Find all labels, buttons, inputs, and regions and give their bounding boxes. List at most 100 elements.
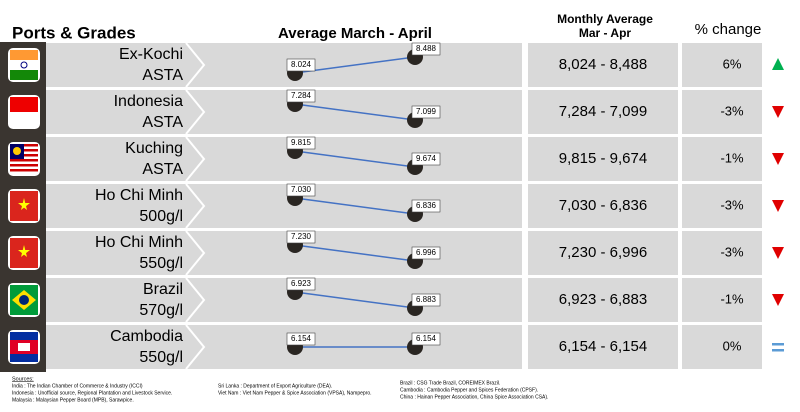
row-background <box>46 184 522 228</box>
flag <box>18 198 30 210</box>
march-label: 8.024 <box>291 60 312 69</box>
range-cell <box>528 184 678 228</box>
change: -3% <box>720 103 744 118</box>
row-chevron <box>185 230 206 276</box>
change: 6% <box>723 56 742 71</box>
grade: 500g/l <box>139 208 183 225</box>
flag <box>10 70 38 80</box>
range-cell <box>528 325 678 369</box>
range: 7,030 - 6,836 <box>559 197 647 214</box>
row-background <box>46 43 522 87</box>
range-cell <box>528 137 678 181</box>
source-line: China : Hainan Pepper Association, China… <box>400 394 548 400</box>
flag <box>19 295 29 305</box>
label-box <box>286 230 316 244</box>
flag <box>20 61 28 69</box>
change-cell <box>682 43 762 87</box>
change-cell <box>682 90 762 134</box>
april-label: 6.154 <box>416 334 437 343</box>
row-background <box>46 137 522 181</box>
source-line: Indonesia : Unofficial source, Regional … <box>12 390 172 396</box>
flag <box>10 164 38 167</box>
row-chevron <box>185 42 206 88</box>
row-background <box>46 90 522 134</box>
range: 6,154 - 6,154 <box>559 338 647 355</box>
source-line: India : The Indian Chamber of Commerce &… <box>12 383 143 389</box>
april-label: 6.996 <box>416 248 437 257</box>
row-background <box>46 231 522 275</box>
april-label: 7.099 <box>416 107 437 116</box>
port-name: Ho Chi Minh <box>95 187 183 204</box>
change-cell <box>682 184 762 228</box>
label-box <box>411 152 441 166</box>
march-label: 7.030 <box>291 185 312 194</box>
source-line: Viet Nam : Viet Nam Pepper & Spice Assoc… <box>218 390 372 396</box>
row-chevron <box>185 89 206 135</box>
range-cell <box>528 231 678 275</box>
change-cell <box>682 325 762 369</box>
range: 8,024 - 8,488 <box>559 56 647 73</box>
change-cell <box>682 137 762 181</box>
trend-down <box>772 294 784 306</box>
march-label: 9.815 <box>291 138 312 147</box>
range: 7,284 - 7,099 <box>559 103 647 120</box>
title: Ports & Grades <box>12 23 136 42</box>
range-cell <box>528 43 678 87</box>
port-name: Ho Chi Minh <box>95 234 183 251</box>
label-box <box>286 58 316 72</box>
grade: 570g/l <box>139 302 183 319</box>
flag <box>18 343 30 351</box>
change: -1% <box>720 291 744 306</box>
change-cell <box>682 278 762 322</box>
label-box <box>411 293 441 307</box>
change-cell <box>682 231 762 275</box>
label-box <box>286 183 316 197</box>
label-box <box>286 332 316 346</box>
label-box <box>411 332 441 346</box>
trend-equal <box>772 343 784 346</box>
april-label: 6.883 <box>416 295 437 304</box>
change-title: % change <box>695 21 762 38</box>
source-line: Cambodia : Cambodia Pepper and Spices Fe… <box>400 387 538 393</box>
chart-title: Average March - April <box>278 25 432 42</box>
trend-line <box>294 291 416 309</box>
range: 6,923 - 6,883 <box>559 291 647 308</box>
range-cell <box>528 90 678 134</box>
grade: ASTA <box>142 67 183 84</box>
label-box <box>286 277 316 291</box>
range-title: Mar - Apr <box>579 26 632 40</box>
march-label: 7.230 <box>291 232 312 241</box>
label-box <box>411 246 441 260</box>
change: -1% <box>720 150 744 165</box>
trend-down <box>772 106 784 118</box>
trend-down <box>772 247 784 259</box>
march-label: 7.284 <box>291 91 312 100</box>
flag <box>10 169 38 172</box>
source-line: Sri Lanka : Department of Export Agricul… <box>218 383 332 389</box>
port-name: Brazil <box>143 281 183 298</box>
trend-line <box>294 150 416 168</box>
grade: ASTA <box>142 161 183 178</box>
change: -3% <box>720 197 744 212</box>
row-chevron <box>185 324 206 370</box>
flag <box>13 147 21 155</box>
trend-line <box>294 103 416 121</box>
row-chevron <box>185 183 206 229</box>
range: 7,230 - 6,996 <box>559 244 647 261</box>
flag <box>18 245 30 257</box>
flag <box>10 60 38 70</box>
range-cell <box>528 278 678 322</box>
april-label: 8.488 <box>416 44 437 53</box>
flag <box>10 97 38 112</box>
range: 9,815 - 9,674 <box>559 150 647 167</box>
flag <box>10 112 38 127</box>
label-box <box>286 136 316 150</box>
port-name: Indonesia <box>114 93 183 110</box>
flag <box>10 159 38 162</box>
label-box <box>286 89 316 103</box>
sources-title: Sources: <box>12 376 34 382</box>
trend-down <box>772 200 784 212</box>
port-name: Ex-Kochi <box>119 46 183 63</box>
grade: ASTA <box>142 114 183 131</box>
